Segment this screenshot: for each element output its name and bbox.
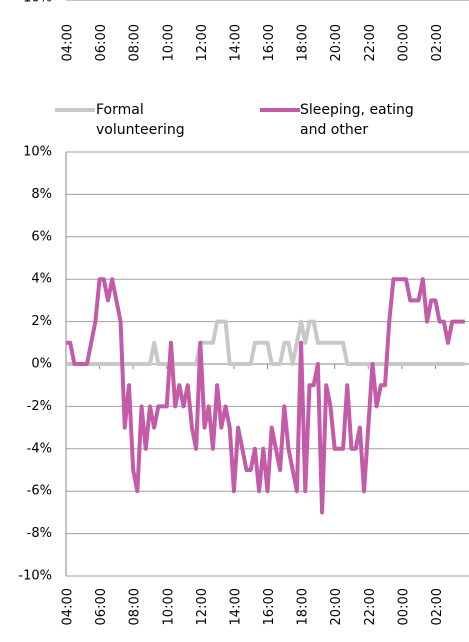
y-tick-label: 2%: [31, 314, 52, 329]
x-tick-label: 04:00: [61, 24, 76, 61]
y-tick-label: 4%: [31, 272, 52, 287]
x-tick-label: 20:00: [329, 24, 344, 61]
legend-label: Formal volunteering: [96, 102, 185, 138]
x-tick-label: 14:00: [228, 24, 243, 61]
y-tick-label: 8%: [31, 187, 52, 202]
x-tick-label: 08:00: [128, 24, 143, 61]
x-tick-label: 08:00: [128, 588, 143, 625]
y-tick-label: -8%: [27, 526, 52, 541]
y-tick-label: -2%: [27, 399, 52, 414]
x-tick-label: 02:00: [430, 588, 445, 625]
x-tick-label: 02:00: [430, 24, 445, 61]
x-tick-label: 06:00: [94, 588, 109, 625]
y-tick-label: -10%: [18, 569, 52, 584]
y-tick-label: -6%: [27, 484, 52, 499]
x-tick-label: 16:00: [262, 588, 277, 625]
x-tick-label: 10:00: [161, 24, 176, 61]
x-tick-label: 06:00: [94, 24, 109, 61]
y-tick-label: 10%: [23, 145, 52, 160]
y-tick-label: -4%: [27, 441, 52, 456]
x-tick-label: 22:00: [363, 588, 378, 625]
x-tick-label: 10:00: [161, 588, 176, 625]
x-tick-label: 00:00: [396, 588, 411, 625]
x-tick-label: 20:00: [329, 588, 344, 625]
x-tick-label: 12:00: [195, 24, 210, 61]
y-tick-label: 6%: [31, 229, 52, 244]
x-tick-label: 14:00: [228, 588, 243, 625]
series-line: [66, 277, 465, 515]
x-tick-label: 22:00: [363, 24, 378, 61]
x-tick-label: 04:00: [61, 588, 76, 625]
x-tick-label: 12:00: [195, 588, 210, 625]
x-tick-label: 18:00: [296, 24, 311, 61]
legend-label: Sleeping, eating and other: [300, 102, 414, 138]
x-tick-label: 00:00: [396, 24, 411, 61]
y-tick-label: -10%: [18, 0, 52, 6]
series-line: [66, 319, 465, 366]
x-tick-label: 16:00: [262, 24, 277, 61]
y-tick-label: 0%: [31, 357, 52, 372]
x-tick-label: 18:00: [296, 588, 311, 625]
